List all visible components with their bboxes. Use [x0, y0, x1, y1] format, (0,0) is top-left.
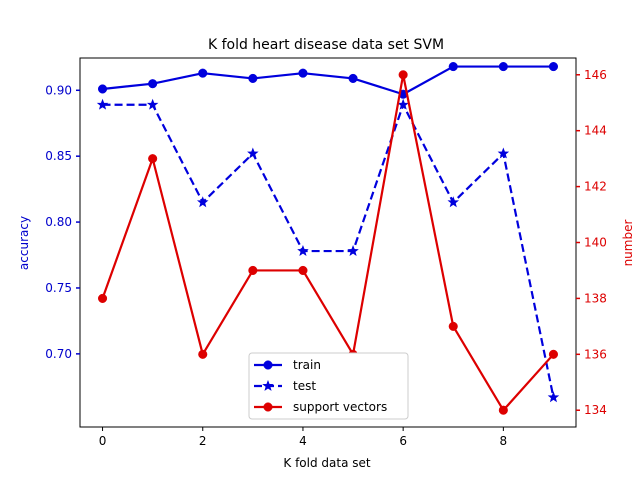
data-point — [196, 196, 209, 208]
legend-marker — [263, 402, 273, 412]
legend-label: test — [293, 379, 316, 393]
data-point — [96, 98, 109, 110]
y-right-tick-label: 146 — [584, 68, 607, 82]
data-point — [146, 98, 159, 110]
data-point — [198, 68, 208, 78]
x-tick-label: 8 — [500, 434, 508, 448]
x-tick-label: 6 — [399, 434, 407, 448]
y-axis-right-label: number — [621, 220, 635, 267]
data-point — [297, 245, 309, 256]
data-point — [298, 265, 308, 276]
legend-box — [248, 352, 409, 420]
data-point — [248, 73, 258, 83]
x-axis-label: K fold data set — [283, 456, 370, 470]
data-point — [547, 391, 560, 403]
data-point — [347, 245, 359, 256]
legend-item: support vectors — [254, 400, 387, 414]
data-point — [548, 62, 559, 72]
y-left-tick-label: 0.90 — [45, 83, 72, 97]
data-point — [248, 265, 258, 276]
data-point — [97, 293, 108, 303]
data-point — [498, 62, 508, 72]
series-support-vectors — [97, 70, 559, 415]
data-point — [397, 98, 409, 110]
data-point — [498, 405, 508, 415]
y-left-tick-label: 0.80 — [45, 215, 72, 229]
data-point — [448, 62, 458, 72]
series-line — [102, 103, 555, 398]
data-point — [548, 349, 559, 359]
data-point — [448, 321, 458, 331]
legend-marker — [262, 379, 274, 391]
y-right-tick-label: 142 — [584, 180, 607, 194]
y-axis-left-label: accuracy — [17, 216, 31, 270]
y-right-tick-label: 144 — [584, 124, 607, 138]
data-point — [148, 154, 158, 164]
y-right-tick-label: 136 — [584, 347, 607, 361]
legend-label: train — [293, 358, 321, 372]
y-right-tick-label: 134 — [584, 403, 607, 417]
data-point — [447, 196, 460, 208]
legend-item: test — [254, 379, 316, 393]
y-left-tick-label: 0.75 — [45, 281, 72, 295]
data-point — [497, 147, 510, 159]
y-left-tick-label: 0.70 — [45, 347, 72, 361]
data-point — [97, 84, 108, 94]
legend-item: train — [254, 358, 321, 372]
x-tick-label: 4 — [299, 434, 307, 448]
data-point — [247, 147, 259, 159]
series-line — [101, 73, 555, 412]
y-right-tick-label: 138 — [584, 291, 607, 305]
data-point — [298, 68, 308, 78]
legend-marker — [263, 360, 273, 370]
series-test — [96, 98, 560, 403]
legend: train test support vectors — [248, 352, 409, 420]
data-point — [348, 73, 358, 83]
x-tick-label: 0 — [99, 434, 107, 448]
data-point — [148, 79, 158, 89]
series-train — [97, 62, 559, 99]
legend-label: support vectors — [293, 400, 387, 414]
y-right-tick-label: 140 — [584, 236, 607, 250]
chart-title: K fold heart disease data set SVM — [208, 37, 444, 53]
data-point — [398, 70, 408, 80]
y-left-tick-label: 0.85 — [45, 149, 72, 163]
x-tick-label: 2 — [199, 434, 207, 448]
data-point — [198, 349, 208, 359]
series-line — [102, 65, 554, 96]
